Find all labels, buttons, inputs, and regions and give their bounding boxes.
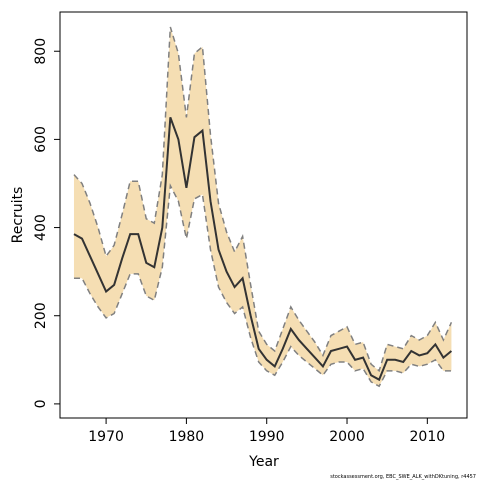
x-tick-label: 1990 xyxy=(249,429,285,445)
band-edge xyxy=(73,26,453,373)
y-tick-label: 200 xyxy=(33,302,49,329)
x-axis-label: Year xyxy=(248,454,279,470)
footnote: stockassessment.org, EBC_SWE_ALK_withDKt… xyxy=(330,474,476,480)
x-tick-label: 1980 xyxy=(169,429,205,445)
y-tick-label: 800 xyxy=(33,38,49,65)
x-tick-label: 2010 xyxy=(410,429,446,445)
band-edge xyxy=(73,183,452,388)
confidence-band xyxy=(73,26,452,387)
x-tick-label: 2000 xyxy=(329,429,365,445)
plot-frame xyxy=(59,11,468,419)
y-tick-label: 0 xyxy=(33,399,49,408)
x-tick-label: 1970 xyxy=(88,429,124,445)
y-tick-label: 400 xyxy=(33,214,49,241)
line xyxy=(73,117,453,382)
y-axis-label: Recruits xyxy=(10,187,26,244)
y-tick-label: 600 xyxy=(33,126,49,153)
